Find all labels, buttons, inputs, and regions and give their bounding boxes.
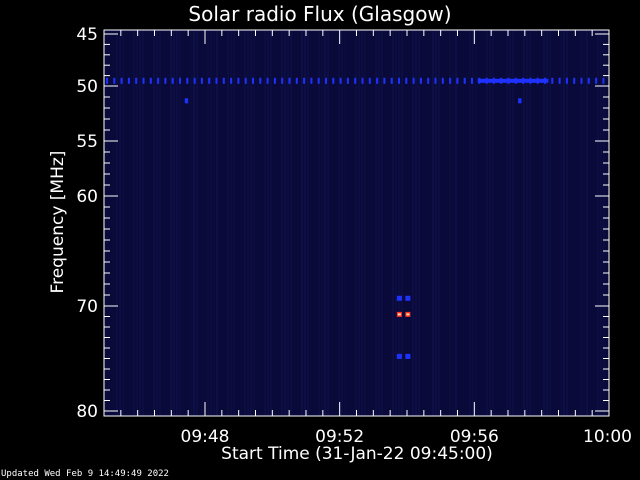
interference-band-dot	[215, 77, 218, 84]
interference-band-dot	[281, 77, 284, 84]
x-axis-label: Start Time (31-Jan-22 09:45:00)	[221, 444, 493, 464]
x-tick-label: 09:48	[181, 427, 230, 447]
interference-band-dot	[398, 77, 400, 84]
interference-band-dot	[361, 77, 364, 84]
y-tick-label: 55	[76, 132, 98, 152]
y-tick-label: 80	[76, 402, 98, 422]
interference-band-dot	[186, 77, 189, 84]
interference-band-dot	[208, 77, 211, 84]
interference-band-dot	[193, 77, 196, 84]
interference-band-dot	[295, 77, 298, 84]
burst-mark	[396, 295, 402, 301]
interference-band-dot	[339, 77, 342, 84]
interference-band-dot	[259, 77, 262, 84]
spot-mark	[184, 98, 189, 104]
interference-band-dot	[157, 77, 160, 84]
interference-band-dot	[317, 77, 320, 84]
x-tick-label: 09:52	[315, 427, 364, 447]
interference-band-dot	[551, 77, 554, 84]
interference-band-dot	[595, 77, 598, 84]
interference-band-dot	[573, 77, 576, 84]
y-tick-label: 45	[76, 25, 98, 45]
interference-band-dot	[120, 77, 123, 84]
interference-band-dot	[463, 77, 466, 84]
interference-band-dot	[127, 77, 130, 84]
interference-band-dot	[412, 77, 415, 84]
burst-mark	[405, 295, 411, 301]
spot-mark	[518, 98, 522, 104]
interference-band-dot	[368, 77, 371, 84]
interference-band-dot	[142, 77, 145, 84]
interference-band-dot	[346, 77, 349, 84]
chart-title: Solar radio Flux (Glasgow)	[188, 2, 452, 26]
interference-band-dot	[310, 77, 313, 84]
interference-band-dot	[434, 77, 437, 84]
interference-band-dot	[252, 77, 254, 84]
interference-band-dot	[237, 77, 240, 84]
interference-band-dot	[288, 77, 291, 84]
y-tick-label: 70	[76, 297, 98, 317]
axes: 45 50 55 60 70 80 09:48 09:52 09:56 10:00	[76, 25, 632, 447]
interference-band-dot	[471, 77, 473, 84]
interference-band-dot	[273, 77, 276, 84]
interference-band-dot	[149, 77, 152, 84]
interference-band-dot	[106, 77, 108, 84]
interference-band-segment	[477, 78, 549, 83]
interference-band-dot	[222, 77, 225, 84]
interference-band-dot	[565, 77, 568, 84]
interference-band-dot	[332, 77, 335, 84]
interference-band-dot	[441, 77, 444, 84]
interference-band-dot	[390, 77, 393, 84]
interference-band-dot	[405, 77, 408, 84]
burst-core	[406, 313, 410, 316]
interference-band-dot	[303, 77, 306, 84]
y-tick-label: 60	[76, 187, 98, 207]
x-tick-label: 10:00	[583, 427, 632, 447]
interference-band-dot	[266, 77, 269, 84]
interference-band-dot	[200, 77, 203, 84]
interference-band-dot	[449, 77, 452, 84]
interference-band-dot	[179, 77, 181, 84]
plot-area-background	[104, 30, 609, 416]
interference-band-dot	[354, 77, 357, 84]
plot-background	[104, 30, 609, 416]
y-tick-label: 50	[76, 77, 98, 97]
interference-band-dot	[580, 77, 583, 84]
updated-timestamp: Updated Wed Feb 9 14:49:49 2022	[1, 469, 169, 479]
burst-mark	[396, 353, 402, 359]
x-tick-label: 09:56	[450, 427, 499, 447]
interference-band-dot	[244, 77, 247, 84]
interference-band-dot	[230, 77, 233, 84]
burst-mark	[405, 353, 411, 359]
interference-band-dot	[113, 77, 116, 84]
interference-band-dot	[419, 77, 422, 84]
interference-band-dot	[383, 77, 386, 84]
burst-core	[397, 313, 401, 316]
interference-band-dot	[376, 77, 379, 84]
interference-band-dot	[135, 77, 138, 84]
interference-band-dot	[587, 77, 590, 84]
interference-band-dot	[456, 77, 459, 84]
interference-band-dot	[558, 77, 561, 84]
y-axis-label: Frequency [MHz]	[48, 150, 68, 294]
interference-band-dot	[164, 77, 167, 84]
interference-band-dot	[427, 77, 430, 84]
spectrogram-data	[106, 77, 605, 359]
interference-band-dot	[325, 77, 327, 84]
interference-band-dot	[602, 77, 605, 84]
interference-band-dot	[171, 77, 174, 84]
